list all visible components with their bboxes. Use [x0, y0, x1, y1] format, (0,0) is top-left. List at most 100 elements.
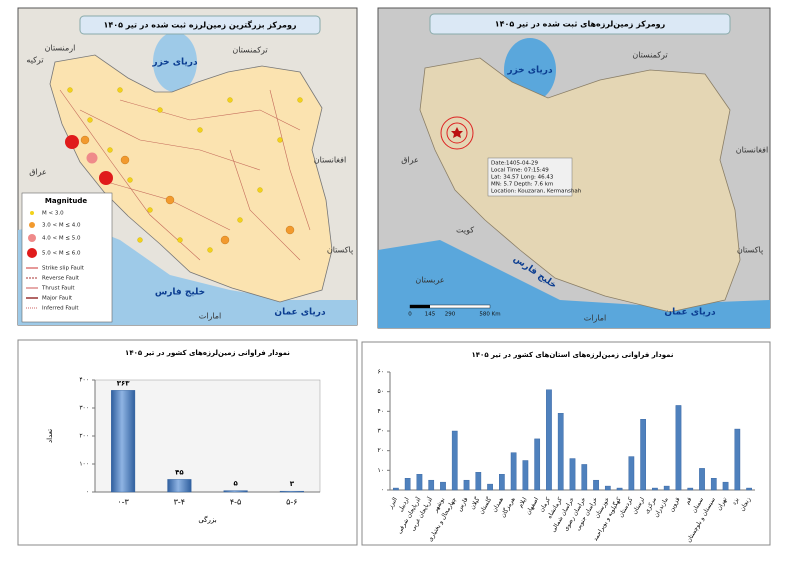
bar	[710, 478, 717, 491]
place-label: ترکمنستان	[632, 51, 667, 60]
scale-label: 0	[408, 312, 412, 318]
legend-label: Strike slip Fault	[42, 266, 85, 272]
y-tick-label: ۲۰۰	[79, 433, 89, 440]
bar	[581, 464, 588, 491]
bar	[628, 456, 635, 491]
y-axis-label: تعداد	[46, 429, 54, 443]
large-event	[86, 152, 98, 164]
place-label: عراق	[401, 156, 419, 165]
place-label: ترکیه	[26, 56, 43, 65]
place-label: کویت	[456, 226, 474, 235]
legend-label: Inferred Fault	[42, 306, 79, 312]
bar	[734, 428, 741, 491]
bar	[428, 479, 435, 491]
x-tick-label: یزد	[730, 496, 740, 506]
medium-events	[80, 135, 295, 245]
chart-title: نمودار فراوانی زمین‌لرزه‌های کشور در تیر…	[125, 349, 290, 357]
legend-symbol	[30, 211, 34, 215]
info-box: Date:1405-04-29 Local Time: 07:15:49 Lat…	[487, 157, 582, 197]
bar	[699, 468, 705, 491]
scale-bar-rect	[410, 305, 430, 308]
bar	[510, 452, 517, 491]
bar	[722, 481, 729, 491]
scale-label: 580 Km	[479, 312, 500, 318]
info-line: MN: 5.7 Depth: 7.6 km	[491, 182, 553, 188]
bar	[534, 438, 541, 491]
bar	[416, 474, 423, 491]
legend-title: Magnitude	[45, 197, 87, 205]
place-label: پاکستان	[327, 246, 353, 255]
bar	[463, 479, 470, 491]
legend-label: M < 3.0	[42, 211, 64, 217]
bar	[279, 490, 304, 493]
bar	[393, 487, 399, 491]
bar	[167, 479, 192, 493]
bar	[675, 405, 682, 491]
info-line: Location: Kouzaran, Kermanshah	[491, 189, 582, 195]
map-title: رومرکز زمین‌لرزه‌های ثبت شده در تیر ۱۴۰۵	[495, 20, 666, 29]
y-tick-label: ۳۰	[378, 428, 384, 435]
title-box	[429, 13, 731, 35]
info-line: Local Time: 07:15:49	[491, 168, 549, 174]
y-tick-label: ۲۰	[378, 447, 384, 454]
bar	[616, 487, 623, 491]
y-tick-label: ۰	[381, 487, 384, 494]
place-label: پاکستان	[737, 246, 763, 255]
place-label: عراق	[29, 168, 47, 177]
bar	[546, 389, 552, 491]
legend-label: Thrust Fault	[41, 286, 75, 292]
legend-label: 4.0 < M ≤ 5.0	[42, 236, 81, 242]
bar	[557, 413, 564, 491]
info-frame	[487, 157, 573, 197]
bar	[475, 472, 482, 491]
bar	[687, 487, 694, 491]
bar	[522, 460, 529, 491]
place-label: افغانستان	[314, 156, 346, 165]
title-box	[79, 15, 321, 35]
legend-label: 5.0 < M ≤ 6.0	[42, 251, 81, 257]
info-line: Lat: 34.57 Long: 46.43	[491, 175, 554, 181]
bar	[652, 487, 658, 491]
place-label: عربستان	[415, 276, 444, 285]
bar	[440, 481, 446, 491]
place-label: امارات	[584, 314, 607, 323]
chart-frame	[361, 341, 771, 546]
value-label: ۵	[233, 480, 238, 488]
place-label: خلیج فارس	[155, 288, 205, 298]
small-events	[67, 87, 303, 253]
epicenter-ring	[446, 122, 468, 144]
bar	[223, 490, 248, 493]
right-map: رومرکز زمین‌لرزه‌های ثبت شده در تیر ۱۴۰۵…	[377, 7, 771, 329]
largest-event	[65, 135, 79, 149]
value-label: ۴۵	[175, 468, 184, 476]
bar	[487, 483, 493, 491]
map-title: رومرکز بزرگترین زمین‌لرزه ثبت شده در تیر…	[103, 20, 296, 30]
value-label: ۳۶۳	[117, 379, 131, 387]
place-label: امارات	[199, 312, 222, 321]
x-tick-label: ۳-۴	[174, 498, 185, 507]
place-label: ترکمنستان	[232, 46, 267, 55]
x-tick-label: ۵-۶	[286, 498, 297, 507]
iran	[419, 57, 741, 313]
legend-label: Major Fault	[42, 296, 73, 302]
y-tick-label: ۳۰۰	[79, 405, 89, 412]
place-label: دریای خزر	[506, 66, 553, 76]
x-tick-label: ۴-۵	[230, 498, 241, 507]
x-tick-label: ایلام	[517, 496, 529, 509]
bar	[111, 390, 136, 493]
value-label: ۳	[290, 480, 295, 488]
place-label: دریای خزر	[151, 58, 198, 68]
legend-box	[21, 192, 113, 323]
bar	[593, 479, 599, 491]
bar	[746, 487, 752, 491]
y-tick-label: ۴۰	[378, 408, 384, 415]
scale-label: 145	[425, 312, 436, 318]
bar	[663, 485, 670, 491]
info-line: Date:1405-04-29	[491, 161, 538, 167]
epicenter-star	[451, 127, 463, 138]
iran	[49, 54, 333, 303]
x-axis-label: بزرگی	[198, 515, 216, 524]
scale-bar: 0 145 290 580 Km	[408, 304, 501, 318]
